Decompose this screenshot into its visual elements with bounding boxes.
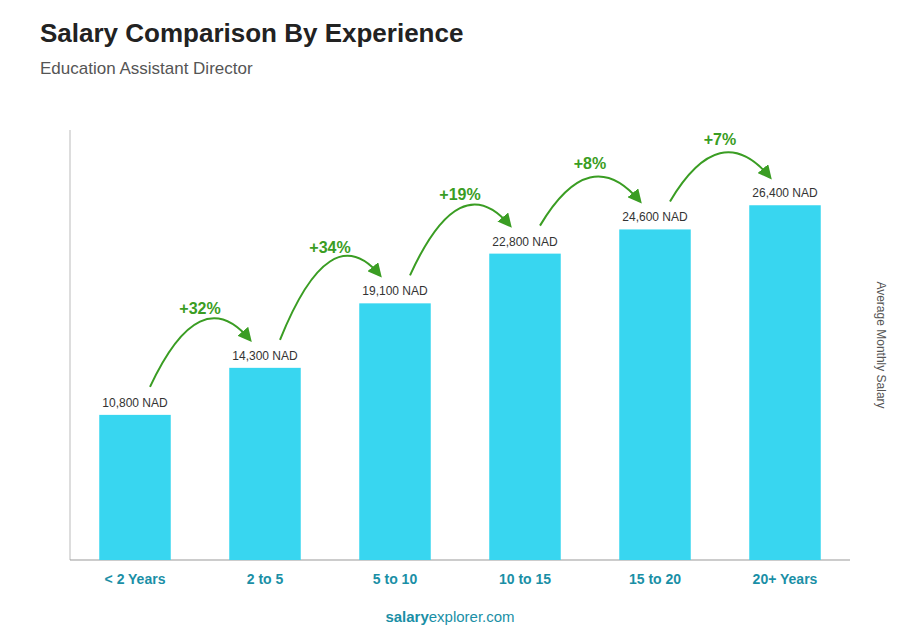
- growth-label: +7%: [704, 131, 736, 148]
- subtitle: Education Assistant Director: [40, 59, 253, 78]
- chart-container: Salary Comparison By Experience Education…: [0, 0, 900, 641]
- footer: salaryexplorer.com: [385, 608, 514, 625]
- growth-arrow: [540, 176, 640, 225]
- growth-arrow: [410, 204, 510, 275]
- bar: [229, 368, 301, 560]
- growth-label: +8%: [574, 155, 606, 172]
- x-tick-label: 20+ Years: [753, 571, 818, 587]
- growth-label: +32%: [179, 300, 220, 317]
- data-label: 22,800 NAD: [492, 235, 558, 249]
- title: Salary Comparison By Experience: [40, 18, 463, 48]
- x-tick-label: < 2 Years: [105, 571, 166, 587]
- x-axis-line: [70, 560, 850, 561]
- growth-arrow: [150, 318, 250, 387]
- bar: [619, 229, 691, 560]
- footer-part: explorer.com: [429, 608, 515, 625]
- x-tick-label: 2 to 5: [247, 571, 284, 587]
- footer-part: salary: [385, 608, 429, 625]
- x-tick-label: 10 to 15: [499, 571, 551, 587]
- data-label: 24,600 NAD: [622, 210, 688, 224]
- x-tick-label: 15 to 20: [629, 571, 681, 587]
- growth-arrow: [670, 152, 770, 201]
- chart-svg: Salary Comparison By Experience Education…: [0, 0, 900, 641]
- growth-label: +34%: [309, 239, 350, 256]
- x-tick-label: 5 to 10: [373, 571, 418, 587]
- bar: [99, 415, 171, 560]
- bars: [99, 205, 821, 560]
- growth-label: +19%: [439, 186, 480, 203]
- y-axis-label: Average Monthly Salary: [874, 281, 888, 408]
- growth-arrow: [280, 256, 380, 340]
- data-label: 26,400 NAD: [752, 186, 818, 200]
- bar: [359, 303, 431, 560]
- bar: [489, 254, 561, 560]
- data-label: 14,300 NAD: [232, 349, 298, 363]
- data-label: 19,100 NAD: [362, 284, 428, 298]
- bar: [749, 205, 821, 560]
- data-label: 10,800 NAD: [102, 396, 168, 410]
- y-axis-line: [70, 130, 71, 560]
